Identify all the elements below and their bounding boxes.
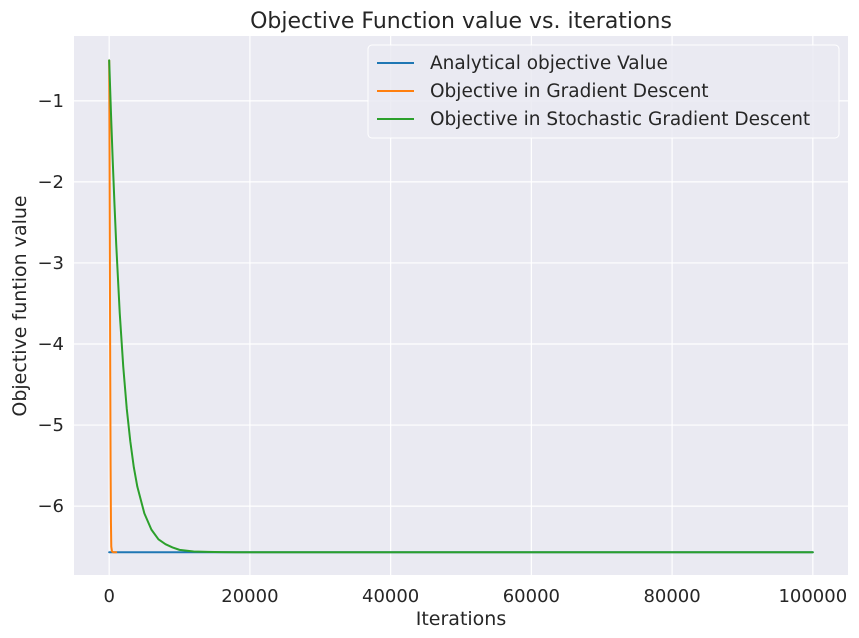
chart-title: Objective Function value vs. iterations bbox=[250, 9, 672, 34]
x-tick-labels: 0 20000 40000 60000 80000 100000 bbox=[103, 586, 847, 607]
x-tick-label: 0 bbox=[103, 586, 114, 607]
legend-label-gradient-descent: Objective in Gradient Descent bbox=[430, 81, 709, 102]
x-tick-label: 100000 bbox=[778, 586, 847, 607]
legend-label-analytical: Analytical objective Value bbox=[430, 53, 668, 74]
y-tick-label: −4 bbox=[37, 334, 64, 355]
series-layer bbox=[108, 59, 814, 554]
legend-box bbox=[367, 44, 840, 139]
y-tick-label: −2 bbox=[37, 172, 64, 193]
y-tick-label: −1 bbox=[37, 91, 64, 112]
y-tick-label: −6 bbox=[37, 496, 64, 517]
y-tick-label: −5 bbox=[37, 415, 64, 436]
y-tick-labels: −1 −2 −3 −4 −5 −6 bbox=[37, 91, 64, 517]
x-tick-label: 80000 bbox=[643, 586, 700, 607]
y-axis-label: Objective funtion value bbox=[9, 195, 31, 416]
y-tick-label: −3 bbox=[37, 253, 64, 274]
legend: Analytical objective Value Objective in … bbox=[367, 44, 840, 139]
legend-label-stochastic-gradient-descent: Objective in Stochastic Gradient Descent bbox=[430, 109, 810, 130]
x-axis-label: Iterations bbox=[416, 608, 507, 630]
x-tick-label: 20000 bbox=[221, 586, 278, 607]
series-line-stochastic-gradient-descent bbox=[108, 59, 814, 554]
x-tick-label: 60000 bbox=[503, 586, 560, 607]
series-line-gradient-descent bbox=[108, 59, 118, 554]
x-tick-label: 40000 bbox=[362, 586, 419, 607]
